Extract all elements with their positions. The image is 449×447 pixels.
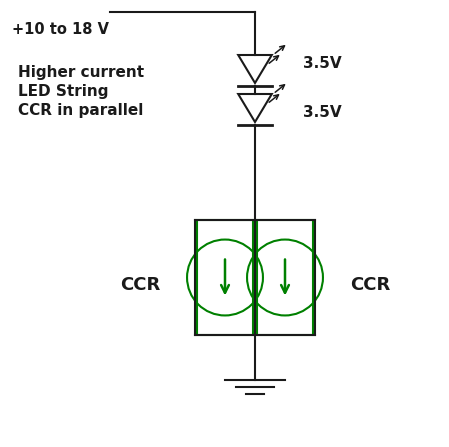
Text: CCR: CCR <box>120 276 160 294</box>
Text: CCR: CCR <box>350 276 390 294</box>
Text: 3.5V: 3.5V <box>303 56 342 71</box>
Bar <box>197 220 253 335</box>
Text: +10 to 18 V: +10 to 18 V <box>12 22 109 37</box>
Text: 3.5V: 3.5V <box>303 105 342 120</box>
Text: Higher current
LED String
CCR in parallel: Higher current LED String CCR in paralle… <box>18 65 144 118</box>
Bar <box>257 220 313 335</box>
